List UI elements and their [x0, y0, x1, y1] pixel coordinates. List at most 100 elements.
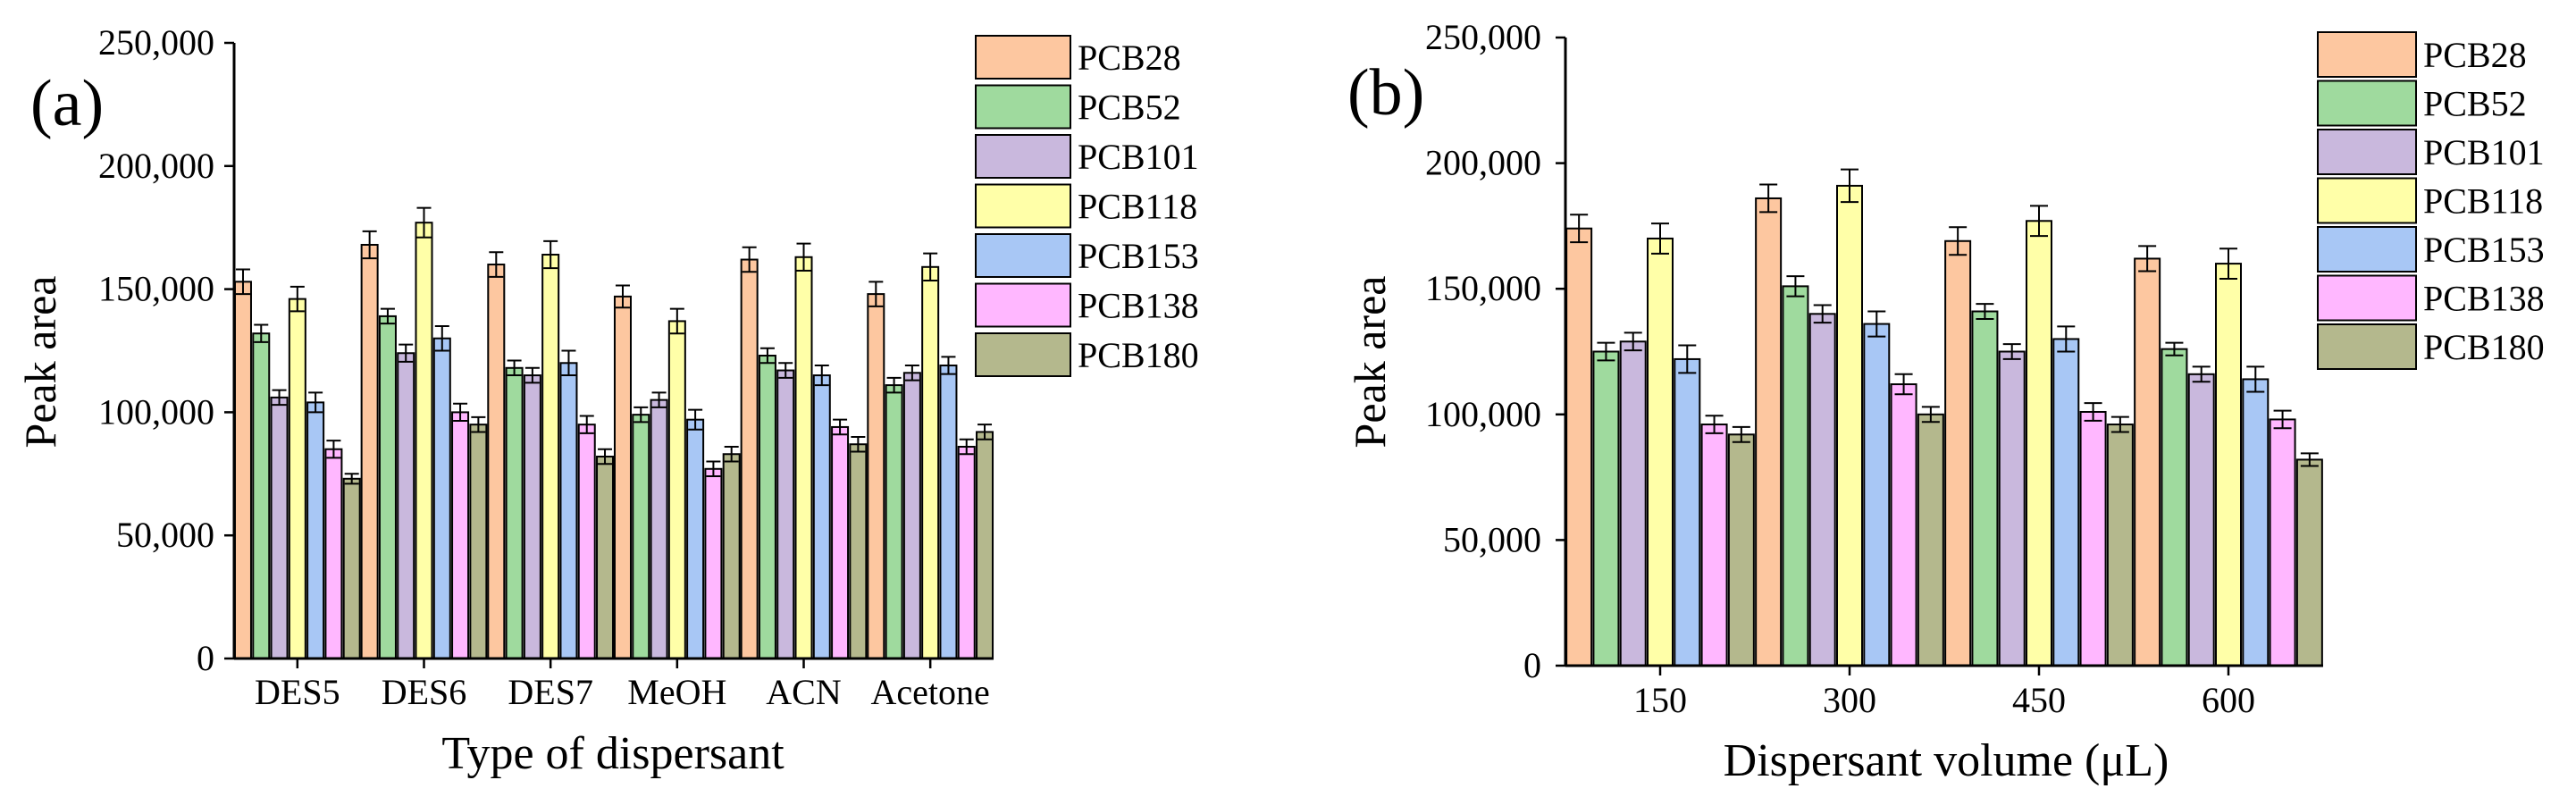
bar — [849, 443, 868, 659]
bar — [2187, 373, 2215, 667]
bar — [360, 243, 379, 659]
legend-label: PCB52 — [2423, 84, 2527, 124]
bar — [2242, 378, 2270, 667]
legend-swatch — [975, 233, 1071, 278]
bar — [1592, 350, 1620, 667]
bar — [2134, 257, 2161, 667]
bar — [1944, 239, 1972, 667]
bar — [2269, 418, 2296, 667]
bar — [704, 467, 723, 660]
y-tick-label: 0 — [1523, 645, 1541, 685]
x-axis-title: Dispersant volume (μL) — [1724, 735, 2169, 786]
x-tick-label: DES6 — [382, 672, 467, 712]
bar — [342, 477, 361, 660]
bar — [740, 258, 759, 659]
x-tick-label: DES5 — [255, 672, 340, 712]
bar — [306, 401, 325, 659]
legend-label: PCB180 — [1078, 335, 1199, 375]
legend-label: PCB118 — [1078, 187, 1197, 227]
x-tick-label: ACN — [766, 672, 841, 712]
y-tick-label: 100,000 — [1425, 394, 1541, 434]
legend-swatch — [975, 35, 1071, 80]
legend-swatch — [2317, 80, 2417, 127]
bar — [1808, 313, 1836, 667]
legend-label: PCB153 — [1078, 236, 1199, 276]
legend-swatch — [975, 183, 1071, 229]
y-axis-title: Peak area — [1345, 276, 1395, 449]
bar — [1674, 357, 1701, 667]
panel-label: (b) — [1347, 56, 1424, 130]
x-tick-label: 150 — [1633, 680, 1687, 720]
x-tick-label: MeOH — [627, 672, 726, 712]
bar — [1890, 383, 1917, 667]
bar — [2026, 220, 2052, 667]
bar — [902, 372, 921, 659]
legend-label: PCB101 — [1078, 137, 1199, 177]
legend-label: PCB52 — [1078, 88, 1181, 128]
bar — [976, 431, 994, 659]
legend-swatch — [2317, 274, 2417, 322]
bar — [541, 254, 560, 659]
bar — [1917, 413, 1944, 667]
bar — [2295, 458, 2323, 667]
legend-label: PCB138 — [1078, 286, 1199, 326]
chart-panel-a: (a) Peak area Type of dispersant 0 50,000… — [15, 22, 1199, 779]
legend-swatch — [2317, 177, 2417, 224]
y-tick-label: 150,000 — [1425, 268, 1541, 308]
bar — [1727, 433, 1755, 667]
x-axis-title: Type of dispersant — [441, 728, 785, 779]
bar — [1998, 350, 2026, 667]
legend-swatch — [2317, 31, 2417, 78]
bar — [686, 418, 705, 659]
plot-area: 0 50,000 100,000 150,000 200,000 250,000 DES5 D… — [98, 22, 994, 712]
bar — [2079, 410, 2107, 667]
plot-area: 0 50,000 100,000 150,000 200,000 250,000 150 30… — [1425, 17, 2323, 720]
bar — [722, 453, 741, 660]
x-tick-label: Acetone — [871, 672, 990, 712]
y-tick-label: 100,000 — [98, 391, 214, 432]
bar — [397, 352, 415, 659]
bar — [415, 222, 433, 660]
y-tick-label: 200,000 — [1425, 143, 1541, 183]
bar — [758, 355, 776, 659]
bar — [1647, 237, 1674, 667]
legend-swatch — [2317, 323, 2417, 370]
bar — [1700, 424, 1728, 667]
bar — [469, 424, 488, 659]
bar — [812, 374, 831, 659]
bar — [632, 414, 650, 659]
bar — [1782, 285, 1809, 667]
bar — [957, 445, 976, 660]
bar — [487, 264, 506, 659]
legend-label: PCB180 — [2423, 327, 2545, 367]
legend: PCB28 PCB52 PCB101 PCB118 PCB153 PCB138 PCB180 — [975, 35, 1199, 377]
x-tick-label: DES7 — [508, 672, 593, 712]
bar — [1836, 184, 1863, 667]
y-axis-title: Peak area — [15, 276, 65, 449]
bar — [1565, 227, 1593, 667]
bar — [324, 448, 343, 659]
y-tick-label: 250,000 — [1425, 17, 1541, 57]
bar — [667, 320, 686, 659]
bar — [831, 425, 850, 659]
legend-label: PCB28 — [1078, 38, 1181, 78]
bar — [1755, 197, 1783, 667]
legend-label: PCB138 — [2423, 279, 2545, 319]
bar — [1619, 340, 1647, 667]
bar — [2106, 424, 2134, 667]
legend-swatch — [975, 84, 1071, 130]
bar — [776, 369, 795, 659]
x-tick-label: 600 — [2202, 680, 2255, 720]
bar — [650, 398, 668, 659]
y-tick-label: 150,000 — [98, 269, 214, 309]
bar — [2215, 263, 2242, 667]
bar — [559, 362, 578, 659]
bar — [577, 424, 596, 659]
bar — [288, 298, 306, 659]
legend-label: PCB101 — [2423, 132, 2545, 172]
bar — [505, 366, 524, 659]
bar — [1863, 323, 1891, 667]
bar — [867, 293, 885, 659]
bar — [613, 295, 632, 659]
